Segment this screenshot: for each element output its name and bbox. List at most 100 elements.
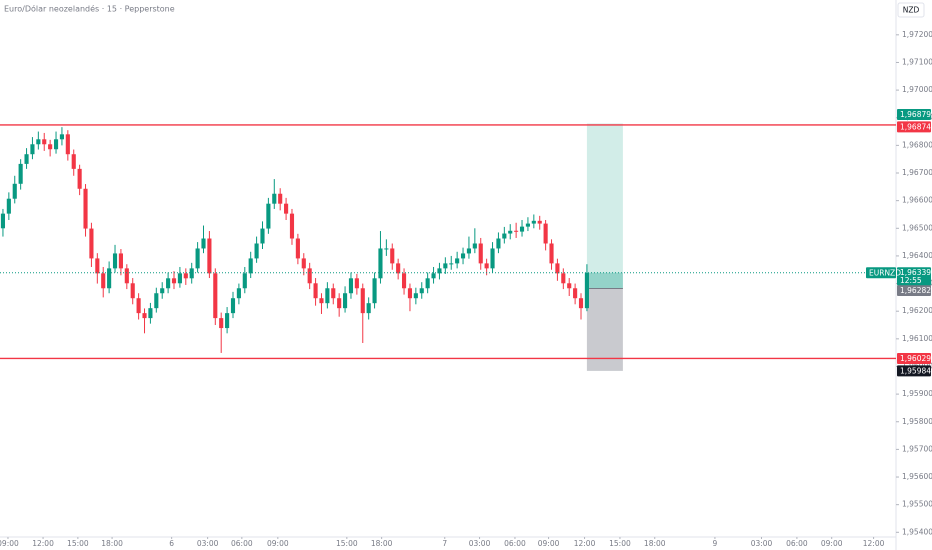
x-tick-label: 12:00 [32,539,54,548]
x-tick-label: 06:00 [504,539,526,548]
y-tick-label: 1,96500 [902,223,932,232]
x-tick-label: 06:00 [786,539,808,548]
candle-body [177,273,182,284]
candle-body [413,293,418,299]
candle-body [154,293,159,309]
candle-body [431,273,436,279]
candle-body [230,298,236,314]
y-tick-label: 1,95800 [902,417,932,426]
candle-body [148,308,153,319]
candle-body [443,263,448,269]
stop-label-box [897,365,931,377]
candle-body [24,154,29,164]
candle-body [396,263,401,274]
candle-body [83,188,88,229]
candle-body [6,198,11,214]
candle-body [236,288,241,299]
y-tick-label: 1,95700 [902,444,932,453]
candle-body [348,278,354,294]
candle-body [48,144,53,150]
y-tick-label: 1,96700 [902,168,932,177]
candle-body [219,318,224,329]
countdown: 12:55 [900,276,922,285]
candle-body [266,203,271,229]
y-tick-label: 1,97200 [902,30,932,39]
currency-box[interactable] [897,2,925,18]
y-tick-label: 1,97000 [902,85,932,94]
x-tick-label: 7 [442,539,447,548]
y-tick-label: 1,96400 [902,251,932,260]
candle-body [437,268,442,274]
candle-body [284,203,289,214]
target-zone [586,123,623,289]
candle-body [12,183,17,199]
last-price-label: 1,96339 [900,268,931,277]
candle-body [166,278,171,289]
candle-body [260,228,265,244]
target-label: 1,96879 [900,110,931,119]
candle-body [278,193,283,204]
candle-body [0,213,6,229]
candle-body [419,288,424,294]
candle-body [578,298,584,309]
y-tick-label: 1,95900 [902,389,932,398]
candle-body [130,283,135,299]
candle-body [272,193,277,204]
candle-body [36,139,41,145]
candle-body [107,268,112,289]
candle-body [455,258,460,264]
level-label: 1,96029 [900,354,931,363]
candle-body [171,278,177,284]
x-tick-label: 12:00 [863,539,885,548]
symbol-box [866,267,896,279]
entry-label-box [897,285,931,297]
candle-body [502,233,507,239]
candle-body [319,298,324,304]
candle-body [378,248,383,279]
candle-body [313,283,318,299]
x-tick-label: 12:00 [574,539,596,548]
candle-body [112,253,118,269]
candle-body [508,230,513,234]
candle-body [289,213,295,239]
x-tick-label: 6 [169,539,174,548]
x-tick-label: 9 [713,539,718,548]
candle-body [160,288,165,294]
x-tick-label: 15:00 [336,539,358,548]
candle-body [142,313,147,319]
candle-body [307,268,312,284]
candle-body [337,298,342,309]
candle-body [136,298,141,314]
candle-body [561,273,566,284]
x-tick-label: 09:00 [267,539,289,548]
candle-body [543,223,548,244]
symbol-label: EURNZD [869,268,901,277]
candle-body [478,243,483,264]
candle-body [549,243,554,264]
candle-body [519,226,525,232]
candle-body [514,230,519,232]
x-tick-label: 06:00 [231,539,253,548]
candle-body [30,144,35,155]
candle-body [484,263,489,269]
x-tick-label: 18:00 [371,539,393,548]
candle-body [189,268,194,279]
y-tick-label: 1,96600 [902,196,932,205]
x-tick-label: 18:00 [644,539,666,548]
candle-body [71,154,76,169]
currency[interactable]: NZD [903,6,920,15]
candle-body [496,238,501,249]
target-label-box [897,109,931,121]
candle-body [18,163,23,184]
x-tick-label: 09:00 [538,539,560,548]
candle-body [472,243,477,249]
y-tick-label: 1,96800 [902,140,932,149]
y-tick-label: 1,95600 [902,472,932,481]
candle-body [42,139,47,145]
candle-body [567,283,572,289]
candle-body [555,263,560,274]
candle-body [254,243,259,259]
last-price-box [897,267,931,286]
open-profit-zone [586,272,623,289]
